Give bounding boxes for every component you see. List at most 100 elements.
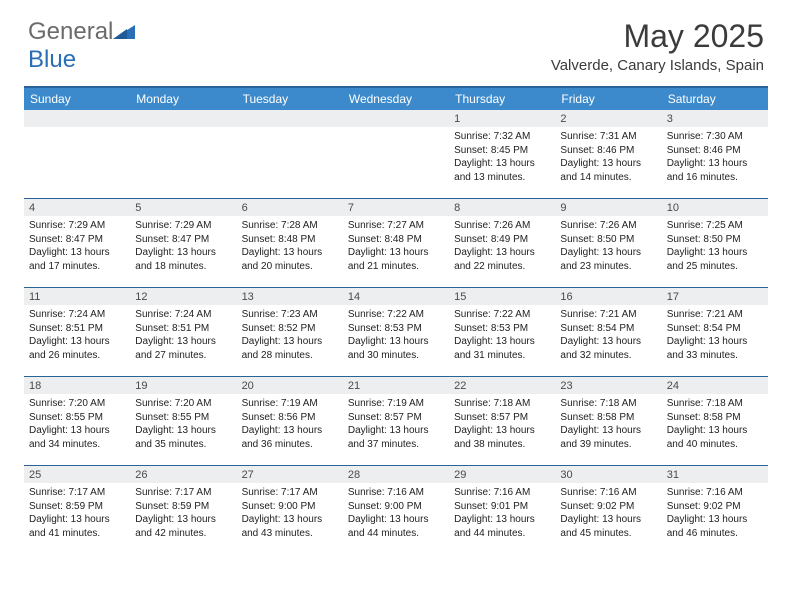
sunrise-text: Sunrise: 7:29 AM bbox=[135, 219, 231, 233]
sunset-text: Sunset: 8:49 PM bbox=[454, 233, 550, 247]
sunset-text: Sunset: 8:53 PM bbox=[454, 322, 550, 336]
calendar-week: 25Sunrise: 7:17 AMSunset: 8:59 PMDayligh… bbox=[24, 465, 768, 554]
day-number: 24 bbox=[662, 377, 768, 394]
cell-body: Sunrise: 7:26 AMSunset: 8:50 PMDaylight:… bbox=[555, 216, 661, 277]
header: GeneralBlue May 2025 Valverde, Canary Is… bbox=[0, 0, 792, 80]
sunrise-text: Sunrise: 7:16 AM bbox=[667, 486, 763, 500]
calendar-cell: 20Sunrise: 7:19 AMSunset: 8:56 PMDayligh… bbox=[237, 377, 343, 465]
daylight-text: Daylight: 13 hours and 41 minutes. bbox=[29, 513, 125, 540]
day-number: 25 bbox=[24, 466, 130, 483]
day-number bbox=[237, 110, 343, 127]
sunrise-text: Sunrise: 7:28 AM bbox=[242, 219, 338, 233]
daylight-text: Daylight: 13 hours and 27 minutes. bbox=[135, 335, 231, 362]
sunset-text: Sunset: 8:55 PM bbox=[29, 411, 125, 425]
sunrise-text: Sunrise: 7:16 AM bbox=[348, 486, 444, 500]
day-number: 14 bbox=[343, 288, 449, 305]
cell-body bbox=[24, 127, 130, 134]
cell-body: Sunrise: 7:32 AMSunset: 8:45 PMDaylight:… bbox=[449, 127, 555, 188]
calendar-cell: 26Sunrise: 7:17 AMSunset: 8:59 PMDayligh… bbox=[130, 466, 236, 554]
daylight-text: Daylight: 13 hours and 13 minutes. bbox=[454, 157, 550, 184]
sunrise-text: Sunrise: 7:21 AM bbox=[667, 308, 763, 322]
calendar-cell: 27Sunrise: 7:17 AMSunset: 9:00 PMDayligh… bbox=[237, 466, 343, 554]
calendar-cell: 12Sunrise: 7:24 AMSunset: 8:51 PMDayligh… bbox=[130, 288, 236, 376]
sunset-text: Sunset: 8:56 PM bbox=[242, 411, 338, 425]
cell-body: Sunrise: 7:21 AMSunset: 8:54 PMDaylight:… bbox=[555, 305, 661, 366]
calendar-cell: 3Sunrise: 7:30 AMSunset: 8:46 PMDaylight… bbox=[662, 110, 768, 198]
sunset-text: Sunset: 8:53 PM bbox=[348, 322, 444, 336]
sunset-text: Sunset: 8:47 PM bbox=[29, 233, 125, 247]
sunset-text: Sunset: 8:54 PM bbox=[667, 322, 763, 336]
cell-body: Sunrise: 7:18 AMSunset: 8:57 PMDaylight:… bbox=[449, 394, 555, 455]
logo-text: GeneralBlue bbox=[28, 18, 135, 74]
daylight-text: Daylight: 13 hours and 23 minutes. bbox=[560, 246, 656, 273]
day-number: 6 bbox=[237, 199, 343, 216]
sunrise-text: Sunrise: 7:20 AM bbox=[29, 397, 125, 411]
sunset-text: Sunset: 8:48 PM bbox=[242, 233, 338, 247]
day-number: 28 bbox=[343, 466, 449, 483]
daylight-text: Daylight: 13 hours and 44 minutes. bbox=[348, 513, 444, 540]
sunset-text: Sunset: 8:51 PM bbox=[135, 322, 231, 336]
calendar-cell: 30Sunrise: 7:16 AMSunset: 9:02 PMDayligh… bbox=[555, 466, 661, 554]
day-number: 20 bbox=[237, 377, 343, 394]
day-number: 15 bbox=[449, 288, 555, 305]
calendar-cell: 18Sunrise: 7:20 AMSunset: 8:55 PMDayligh… bbox=[24, 377, 130, 465]
day-number bbox=[130, 110, 236, 127]
day-number bbox=[24, 110, 130, 127]
calendar-cell: 28 Sunrise: 7:16 AMSunset: 9:00 PMDayligh… bbox=[343, 466, 449, 554]
cell-body: Sunrise: 7:25 AMSunset: 8:50 PMDaylight:… bbox=[662, 216, 768, 277]
month-title: May 2025 bbox=[551, 18, 764, 55]
daylight-text: Daylight: 13 hours and 44 minutes. bbox=[454, 513, 550, 540]
day-number: 23 bbox=[555, 377, 661, 394]
sunset-text: Sunset: 8:47 PM bbox=[135, 233, 231, 247]
day-number: 31 bbox=[662, 466, 768, 483]
sunrise-text: Sunrise: 7:26 AM bbox=[560, 219, 656, 233]
sunrise-text: Sunrise: 7:26 AM bbox=[454, 219, 550, 233]
sunrise-text: Sunrise: 7:29 AM bbox=[29, 219, 125, 233]
sunset-text: Sunset: 8:50 PM bbox=[560, 233, 656, 247]
calendar-cell: 25Sunrise: 7:17 AMSunset: 8:59 PMDayligh… bbox=[24, 466, 130, 554]
sunset-text: Sunset: 8:54 PM bbox=[560, 322, 656, 336]
daylight-text: Daylight: 13 hours and 26 minutes. bbox=[29, 335, 125, 362]
calendar-cell: 2Sunrise: 7:31 AMSunset: 8:46 PMDaylight… bbox=[555, 110, 661, 198]
sunset-text: Sunset: 9:00 PM bbox=[348, 500, 444, 514]
sunset-text: Sunset: 8:50 PM bbox=[667, 233, 763, 247]
day-number: 27 bbox=[237, 466, 343, 483]
daylight-text: Daylight: 13 hours and 35 minutes. bbox=[135, 424, 231, 451]
cell-body: Sunrise: 7:24 AMSunset: 8:51 PMDaylight:… bbox=[130, 305, 236, 366]
day-number: 4 bbox=[24, 199, 130, 216]
cell-body bbox=[343, 127, 449, 134]
day-number: 18 bbox=[24, 377, 130, 394]
day-number: 3 bbox=[662, 110, 768, 127]
day-number: 19 bbox=[130, 377, 236, 394]
sunset-text: Sunset: 8:58 PM bbox=[667, 411, 763, 425]
day-number: 12 bbox=[130, 288, 236, 305]
calendar-cell: 22Sunrise: 7:18 AMSunset: 8:57 PMDayligh… bbox=[449, 377, 555, 465]
day-number: 29 bbox=[449, 466, 555, 483]
cell-body: Sunrise: 7:31 AMSunset: 8:46 PMDaylight:… bbox=[555, 127, 661, 188]
calendar-cell: 9Sunrise: 7:26 AMSunset: 8:50 PMDaylight… bbox=[555, 199, 661, 287]
day-number: 17 bbox=[662, 288, 768, 305]
sunrise-text: Sunrise: 7:17 AM bbox=[135, 486, 231, 500]
sunset-text: Sunset: 9:00 PM bbox=[242, 500, 338, 514]
calendar-weeks: 1Sunrise: 7:32 AMSunset: 8:45 PMDaylight… bbox=[24, 110, 768, 554]
calendar: Sunday Monday Tuesday Wednesday Thursday… bbox=[24, 86, 768, 554]
calendar-cell: 21Sunrise: 7:19 AMSunset: 8:57 PMDayligh… bbox=[343, 377, 449, 465]
sunrise-text: Sunrise: 7:19 AM bbox=[242, 397, 338, 411]
daylight-text: Daylight: 13 hours and 32 minutes. bbox=[560, 335, 656, 362]
day-number: 11 bbox=[24, 288, 130, 305]
daylight-text: Daylight: 13 hours and 40 minutes. bbox=[667, 424, 763, 451]
calendar-cell: 10Sunrise: 7:25 AMSunset: 8:50 PMDayligh… bbox=[662, 199, 768, 287]
sunrise-text: Sunrise: 7:24 AM bbox=[135, 308, 231, 322]
logo-text-blue: Blue bbox=[28, 46, 76, 73]
calendar-cell: 5Sunrise: 7:29 AMSunset: 8:47 PMDaylight… bbox=[130, 199, 236, 287]
day-number: 7 bbox=[343, 199, 449, 216]
day-number: 10 bbox=[662, 199, 768, 216]
cell-body: Sunrise: 7:18 AMSunset: 8:58 PMDaylight:… bbox=[555, 394, 661, 455]
sunset-text: Sunset: 8:55 PM bbox=[135, 411, 231, 425]
cell-body: Sunrise: 7:20 AMSunset: 8:55 PMDaylight:… bbox=[130, 394, 236, 455]
sunrise-text: Sunrise: 7:18 AM bbox=[667, 397, 763, 411]
calendar-week: 4Sunrise: 7:29 AMSunset: 8:47 PMDaylight… bbox=[24, 198, 768, 287]
sunrise-text: Sunrise: 7:31 AM bbox=[560, 130, 656, 144]
calendar-cell: 7Sunrise: 7:27 AMSunset: 8:48 PMDaylight… bbox=[343, 199, 449, 287]
daylight-text: Daylight: 13 hours and 21 minutes. bbox=[348, 246, 444, 273]
